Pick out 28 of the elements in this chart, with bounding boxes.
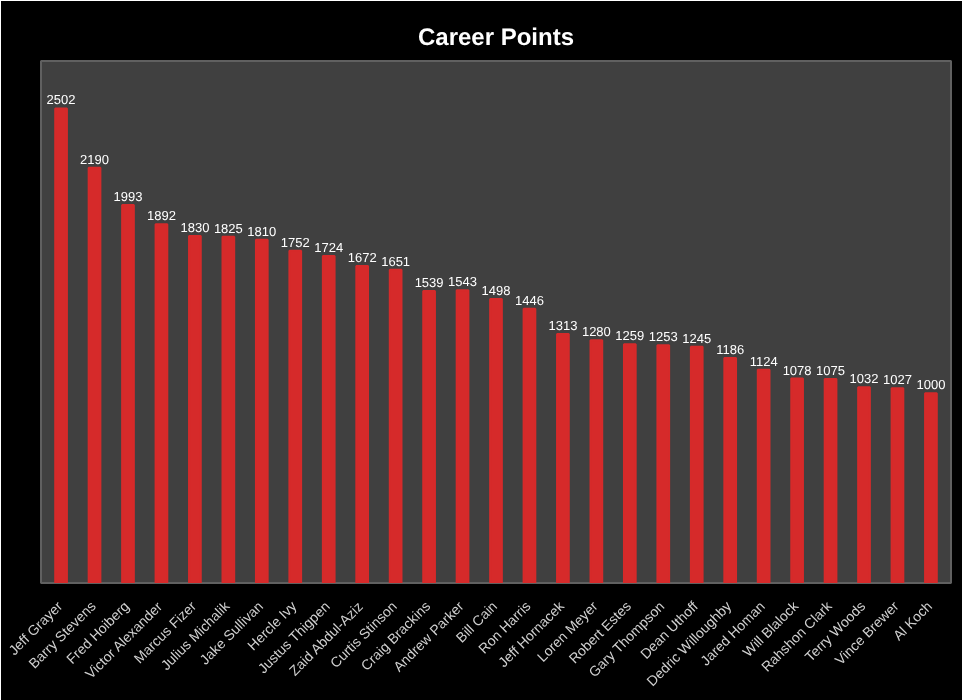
bar [589, 339, 604, 583]
bar [622, 343, 637, 583]
bar [355, 264, 370, 583]
bar [221, 235, 236, 583]
bar [121, 203, 135, 583]
bar [723, 357, 738, 583]
bar [857, 386, 871, 583]
bar [188, 234, 202, 583]
bar [556, 332, 570, 583]
bar [455, 289, 470, 583]
bar [54, 107, 68, 583]
bar [656, 344, 671, 583]
bar [254, 238, 269, 583]
bar [321, 255, 336, 583]
bar [154, 223, 169, 583]
bar [756, 368, 771, 583]
bar [87, 166, 102, 583]
bar [288, 249, 303, 583]
bar [890, 387, 905, 583]
chart-title: Career Points [417, 23, 575, 51]
bar [522, 307, 537, 583]
bar [422, 290, 436, 583]
bar [689, 345, 704, 583]
bar [823, 378, 838, 583]
bar [790, 377, 804, 583]
bar [924, 392, 938, 583]
bar [489, 297, 503, 583]
bar [388, 268, 403, 583]
